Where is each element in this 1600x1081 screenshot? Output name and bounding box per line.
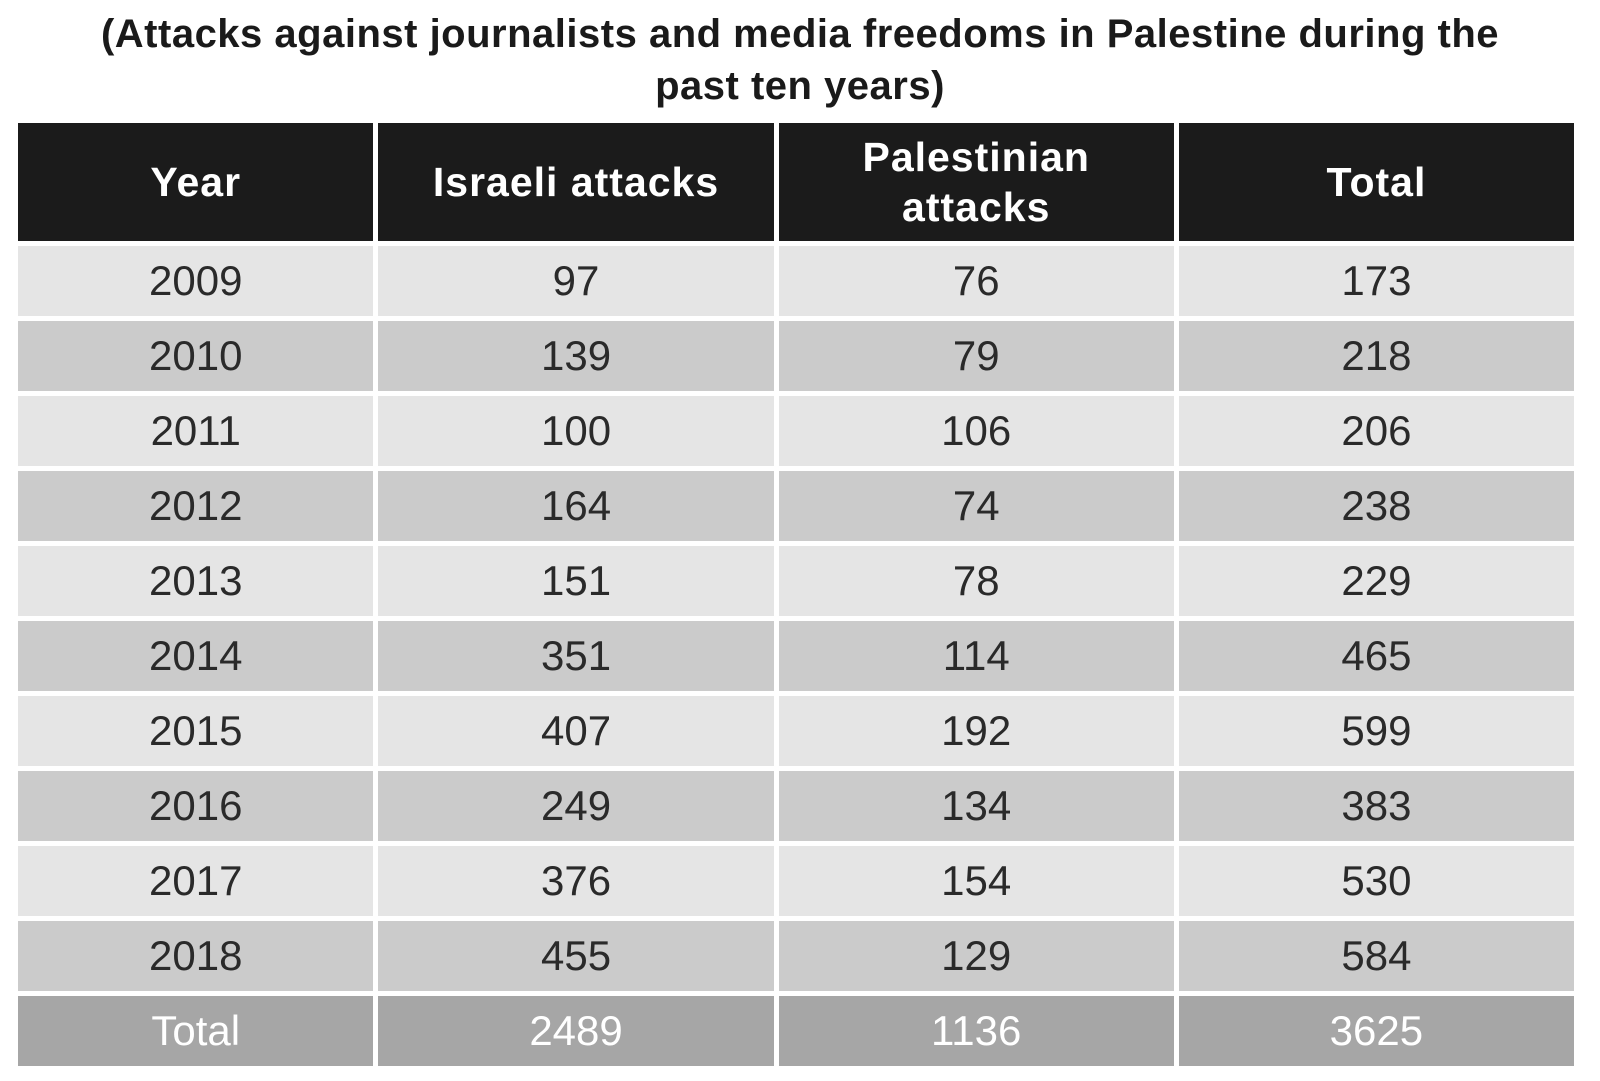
israeli-attacks-cell: 164 <box>378 471 774 541</box>
table-row: 2013 151 78 229 <box>18 546 1574 616</box>
israeli-attacks-cell: 376 <box>378 846 774 916</box>
palestinian-attacks-cell: 106 <box>778 396 1174 466</box>
year-cell: 2014 <box>18 621 374 691</box>
palestinian-attacks-cell: 79 <box>778 321 1174 391</box>
total-cell: 465 <box>1178 621 1574 691</box>
table-title-line-1: (Attacks against journalists and media f… <box>100 12 1500 56</box>
palestinian-attacks-cell: 114 <box>778 621 1174 691</box>
israeli-attacks-cell: 455 <box>378 921 774 991</box>
total-cell: 238 <box>1178 471 1574 541</box>
palestinian-attacks-cell: 74 <box>778 471 1174 541</box>
table-row: 2015 407 192 599 <box>18 696 1574 766</box>
year-cell: 2015 <box>18 696 374 766</box>
table-row: 2016 249 134 383 <box>18 771 1574 841</box>
israeli-attacks-cell: 351 <box>378 621 774 691</box>
year-cell: 2009 <box>18 246 374 316</box>
table-row: 2010 139 79 218 <box>18 321 1574 391</box>
year-cell: 2018 <box>18 921 374 991</box>
attacks-table: Year Israeli attacks Palestinian attacks … <box>13 118 1579 1071</box>
total-cell: 229 <box>1178 546 1574 616</box>
israeli-attacks-cell: 139 <box>378 321 774 391</box>
header-row: Year Israeli attacks Palestinian attacks … <box>18 123 1574 241</box>
israeli-attacks-cell: 151 <box>378 546 774 616</box>
table-row: 2011 100 106 206 <box>18 396 1574 466</box>
palestinian-attacks-cell: 76 <box>778 246 1174 316</box>
header-israeli-attacks: Israeli attacks <box>378 123 774 241</box>
israeli-attacks-cell: 100 <box>378 396 774 466</box>
table-body: 2009 97 76 173 2010 139 79 218 2011 100 106 206 2012… <box>18 246 1574 991</box>
table-title-line-2: past ten years) <box>655 64 945 108</box>
header-palestinian-attacks-line-1: Palestinian <box>862 134 1090 180</box>
year-cell: 2010 <box>18 321 374 391</box>
total-cell: 599 <box>1178 696 1574 766</box>
total-cell: 584 <box>1178 921 1574 991</box>
header-year: Year <box>18 123 374 241</box>
palestinian-attacks-cell: 134 <box>778 771 1174 841</box>
total-cell: 206 <box>1178 396 1574 466</box>
table-row: 2012 164 74 238 <box>18 471 1574 541</box>
table-row: 2014 351 114 465 <box>18 621 1574 691</box>
israeli-attacks-cell: 407 <box>378 696 774 766</box>
header-total-text: Total <box>1326 159 1427 205</box>
israeli-attacks-cell: 249 <box>378 771 774 841</box>
year-cell: 2011 <box>18 396 374 466</box>
total-sum-cell: 3625 <box>1178 996 1574 1066</box>
total-cell: 530 <box>1178 846 1574 916</box>
total-palestinian-cell: 1136 <box>778 996 1174 1066</box>
table-row: 2018 455 129 584 <box>18 921 1574 991</box>
header-palestinian-attacks: Palestinian attacks <box>778 123 1174 241</box>
table-row: 2017 376 154 530 <box>18 846 1574 916</box>
palestinian-attacks-cell: 129 <box>778 921 1174 991</box>
table-title: (Attacks against journalists and media f… <box>0 8 1600 112</box>
year-cell: 2013 <box>18 546 374 616</box>
header-total: Total <box>1178 123 1574 241</box>
header-israeli-attacks-text: Israeli attacks <box>432 159 720 205</box>
table-row: 2009 97 76 173 <box>18 246 1574 316</box>
header-palestinian-attacks-line-2: attacks <box>902 184 1051 230</box>
total-cell: 218 <box>1178 321 1574 391</box>
total-cell: 383 <box>1178 771 1574 841</box>
palestinian-attacks-cell: 78 <box>778 546 1174 616</box>
total-cell: 173 <box>1178 246 1574 316</box>
year-cell: 2017 <box>18 846 374 916</box>
total-label-cell: Total <box>18 996 374 1066</box>
israeli-attacks-cell: 97 <box>378 246 774 316</box>
palestinian-attacks-cell: 192 <box>778 696 1174 766</box>
total-row: Total 2489 1136 3625 <box>18 996 1574 1066</box>
year-cell: 2012 <box>18 471 374 541</box>
palestinian-attacks-cell: 154 <box>778 846 1174 916</box>
year-cell: 2016 <box>18 771 374 841</box>
total-israeli-cell: 2489 <box>378 996 774 1066</box>
header-year-text: Year <box>150 159 242 205</box>
